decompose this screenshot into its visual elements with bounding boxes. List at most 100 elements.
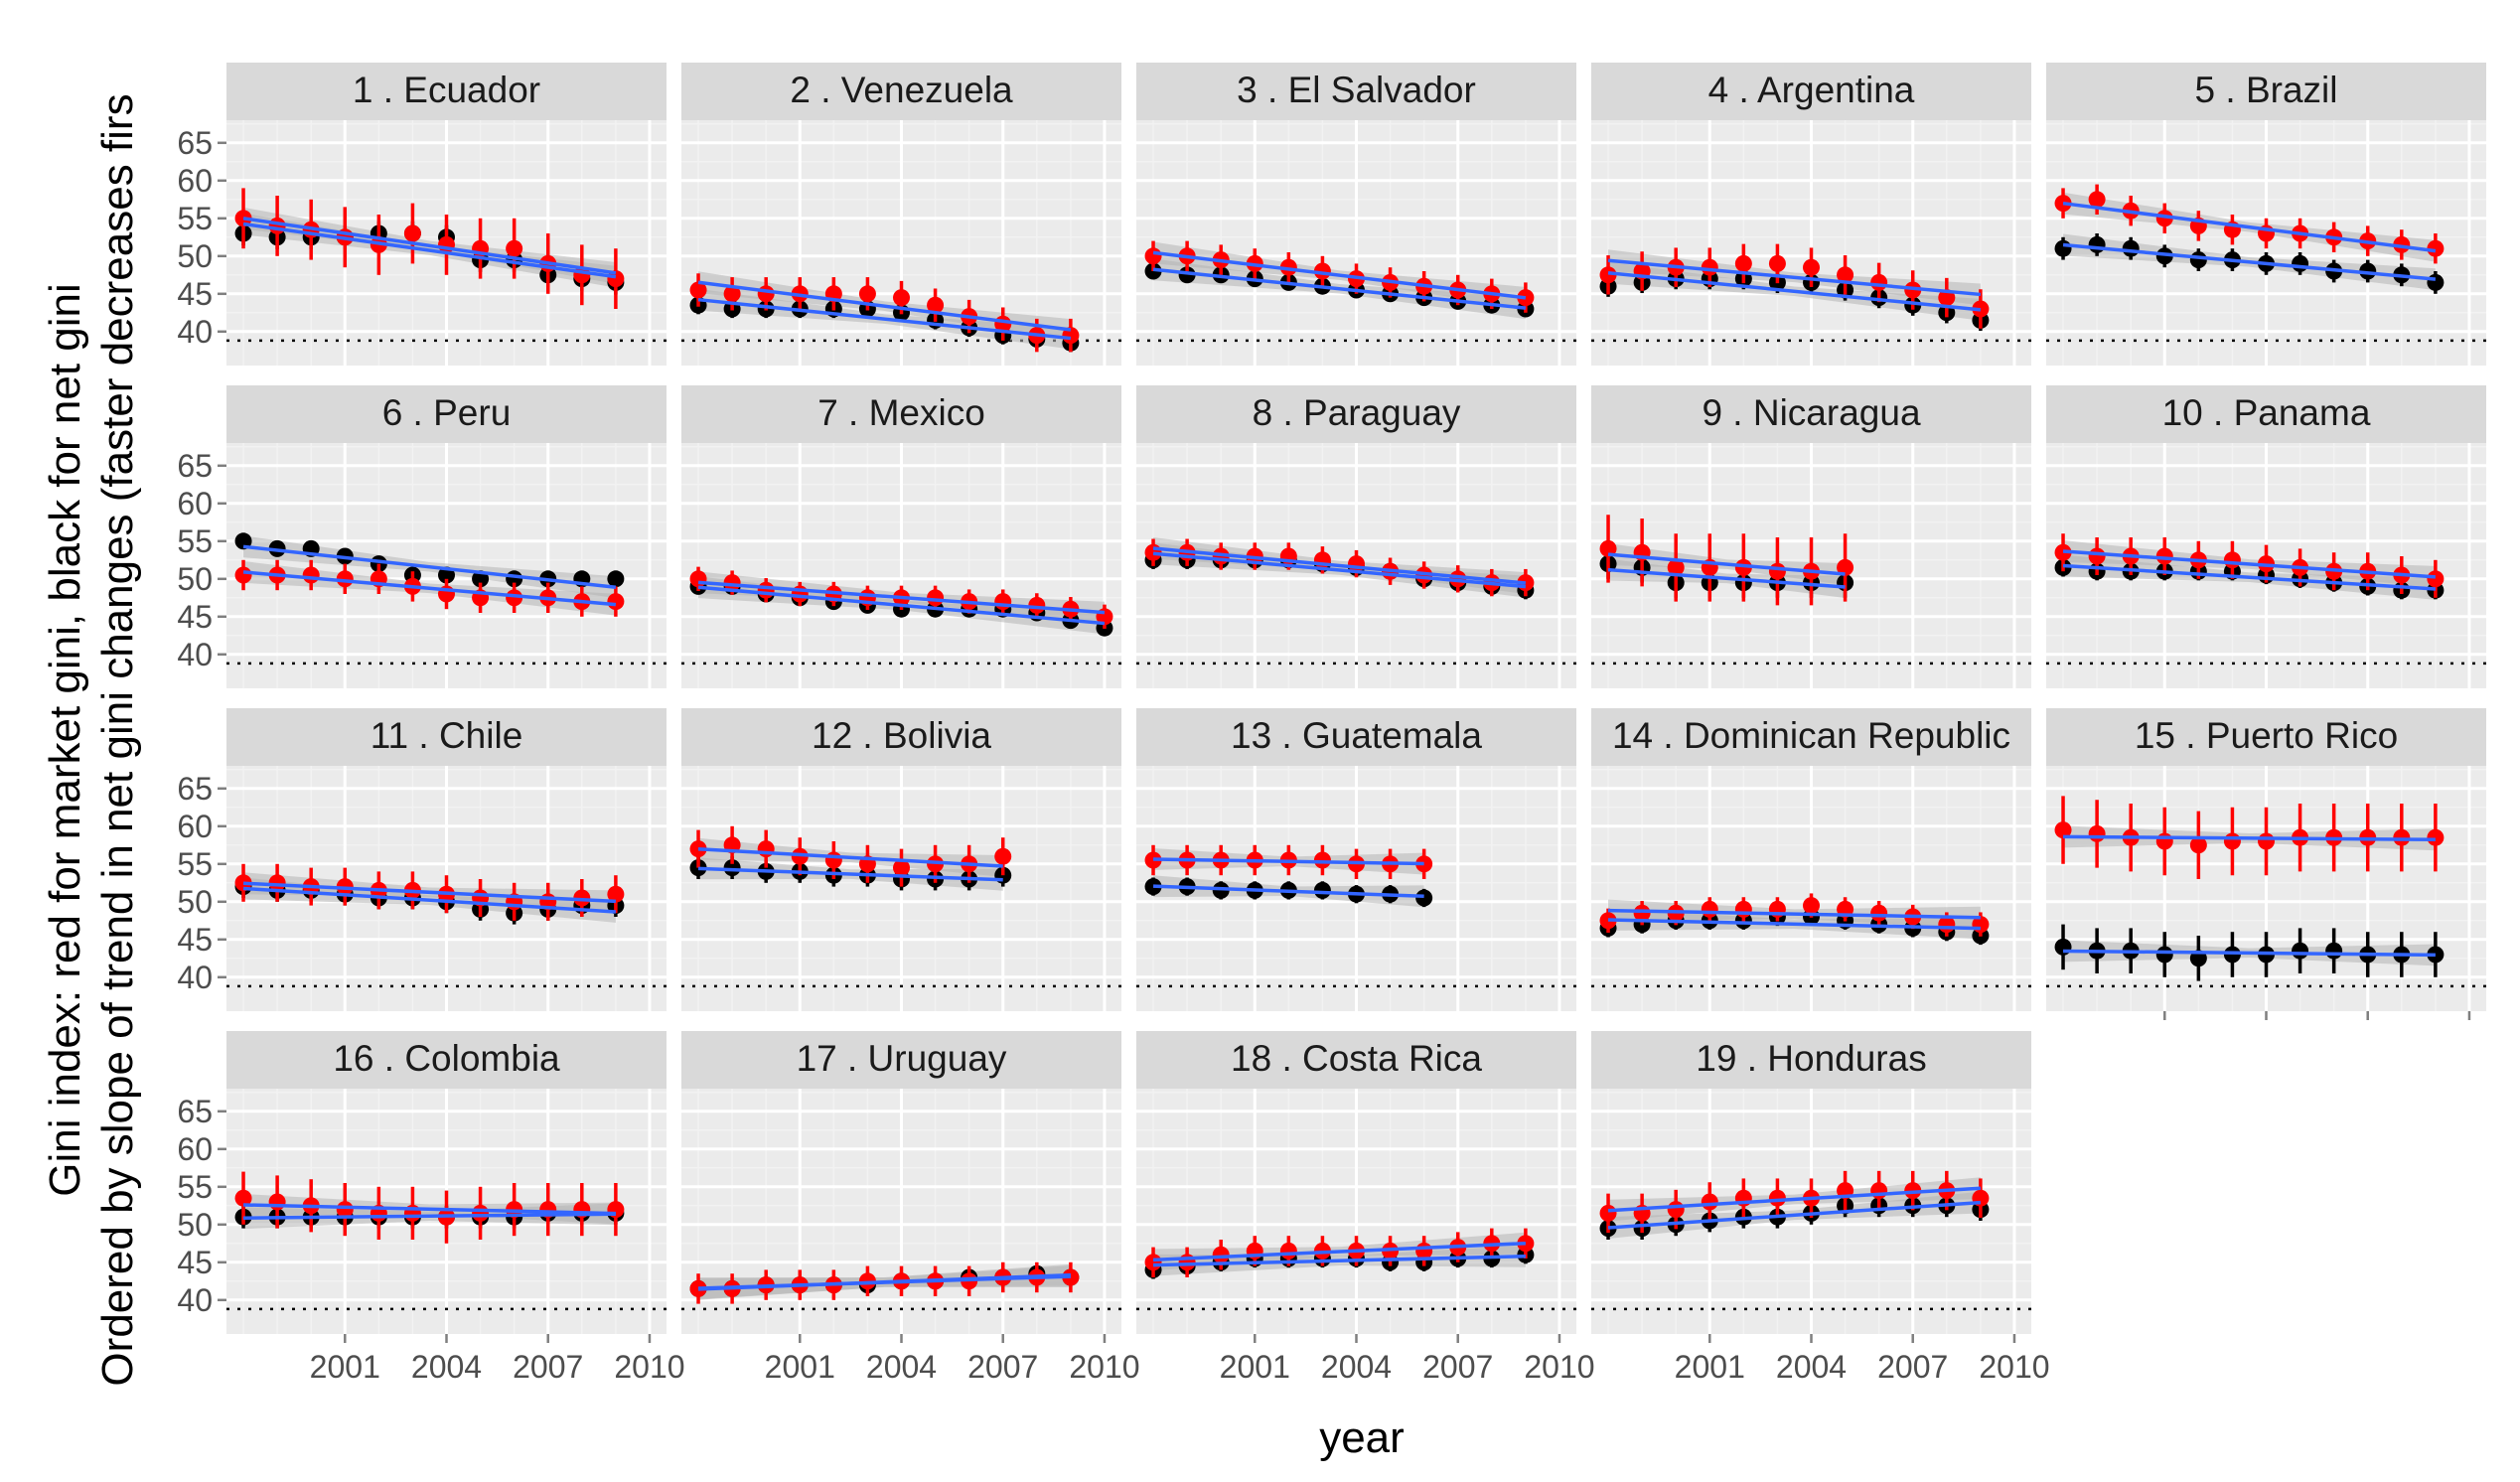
x-tick-label: 2007 bbox=[967, 1349, 1038, 1385]
facet-title: 16 . Colombia bbox=[333, 1038, 560, 1079]
facet-title: 8 . Paraguay bbox=[1253, 392, 1461, 433]
net-trend-line bbox=[697, 866, 1003, 882]
y-tick-label: 45 bbox=[177, 922, 213, 958]
net-trend-line bbox=[2062, 563, 2436, 591]
facet-strip bbox=[1591, 708, 2031, 766]
net-trend-line bbox=[243, 1212, 616, 1220]
y-tick-label: 40 bbox=[177, 637, 213, 672]
market-trend-line bbox=[1607, 1186, 1981, 1213]
market-gini-point bbox=[2258, 832, 2275, 850]
facet-title: 12 . Bolivia bbox=[812, 715, 991, 756]
facet-panel: 19 . Honduras 2001 2004 2007 2010 bbox=[1591, 1031, 2050, 1385]
market-gini-point bbox=[1734, 900, 1752, 918]
market-trend-line bbox=[242, 570, 617, 607]
market-trend-line bbox=[242, 1203, 616, 1216]
market-gini-point bbox=[1837, 266, 1854, 284]
market-trend-line bbox=[1608, 908, 1981, 920]
market-gini-point bbox=[689, 570, 707, 588]
facet-panel: 2 . Venezuela bbox=[681, 63, 1121, 366]
facet-strip bbox=[2046, 385, 2486, 443]
market-gini-point bbox=[1837, 558, 1854, 576]
market-gini-point bbox=[1734, 558, 1752, 576]
market-gini-point bbox=[2054, 821, 2072, 839]
market-gini-point bbox=[757, 285, 775, 303]
x-axis-label: year bbox=[1319, 1413, 1405, 1462]
market-gini-point bbox=[1667, 1201, 1685, 1219]
facet-strip bbox=[1136, 385, 1576, 443]
market-trend-line bbox=[2063, 834, 2436, 842]
facet-panel: 18 . Costa Rica 2001 2004 2007 2010 bbox=[1136, 1031, 1595, 1385]
y-tick-label: 50 bbox=[177, 884, 213, 920]
market-gini-point bbox=[893, 289, 910, 307]
facet-panel: 9 . Nicaragua bbox=[1591, 385, 2031, 688]
net-gini-point bbox=[2325, 942, 2343, 960]
x-tick-label: 2001 bbox=[765, 1349, 835, 1385]
y-axis-label-line-1: Gini index: red for market gini, black f… bbox=[41, 283, 89, 1197]
market-gini-point bbox=[607, 885, 625, 903]
facet-strip bbox=[1591, 385, 2031, 443]
market-gini-point bbox=[994, 593, 1012, 611]
y-tick-label: 65 bbox=[177, 771, 213, 807]
net-gini-point bbox=[2054, 938, 2072, 956]
net-gini-point bbox=[1415, 889, 1433, 907]
market-gini-point bbox=[2427, 828, 2445, 846]
x-tick-label: 2001 bbox=[310, 1349, 380, 1385]
x-tick-label: 2010 bbox=[1979, 1349, 2049, 1385]
y-tick-label: 55 bbox=[177, 1169, 213, 1205]
y-axis-label-line-2: Ordered by slope of trend in net gini ch… bbox=[93, 93, 142, 1386]
facet-panel: 17 . Uruguay 2001 2004 2007 2010 bbox=[681, 1031, 1140, 1385]
y-tick-label: 50 bbox=[177, 561, 213, 597]
market-gini-point bbox=[2088, 191, 2106, 209]
net-gini-point bbox=[2054, 239, 2072, 257]
y-tick-label: 50 bbox=[177, 1207, 213, 1243]
facet-strip bbox=[681, 63, 1121, 120]
facet-strip bbox=[1136, 708, 1576, 766]
x-tick-label: 2001 bbox=[1220, 1349, 1290, 1385]
facet-title: 13 . Guatemala bbox=[1231, 715, 1482, 756]
market-gini-point bbox=[689, 281, 707, 299]
net-trend-line bbox=[697, 297, 1072, 341]
market-trend-line bbox=[2062, 549, 2437, 579]
market-gini-point bbox=[927, 296, 945, 314]
net-trend-line bbox=[1152, 1255, 1526, 1267]
facet-title: 15 . Puerto Rico bbox=[2135, 715, 2398, 756]
facet-title: 19 . Honduras bbox=[1696, 1038, 1926, 1079]
net-trend-line bbox=[242, 544, 617, 589]
net-trend-line bbox=[242, 886, 616, 914]
net-trend-line bbox=[1152, 551, 1527, 589]
market-gini-point bbox=[472, 1204, 490, 1222]
market-gini-point bbox=[1870, 273, 1888, 291]
market-gini-point bbox=[506, 239, 523, 257]
market-gini-point bbox=[1904, 281, 1922, 299]
market-gini-point bbox=[2155, 547, 2173, 565]
y-tick-label: 40 bbox=[177, 314, 213, 350]
facet-strip bbox=[681, 1031, 1121, 1089]
market-gini-point bbox=[607, 593, 625, 611]
market-gini-point bbox=[1313, 851, 1331, 869]
facet-strip bbox=[1591, 63, 2031, 120]
net-gini-point bbox=[2292, 254, 2309, 272]
market-gini-point bbox=[1028, 596, 1046, 614]
market-gini-point bbox=[689, 840, 707, 858]
market-gini-point bbox=[1803, 897, 1820, 915]
market-gini-point bbox=[234, 566, 252, 584]
facet-title: 18 . Costa Rica bbox=[1231, 1038, 1482, 1079]
facet-title: 17 . Uruguay bbox=[797, 1038, 1007, 1079]
net-trend-line bbox=[1607, 567, 1846, 589]
market-trend-line bbox=[1607, 552, 1846, 576]
market-gini-point bbox=[336, 570, 354, 588]
market-gini-point bbox=[2427, 570, 2445, 588]
market-gini-point bbox=[268, 1193, 286, 1211]
net-trend-line bbox=[1152, 267, 1527, 310]
market-gini-point bbox=[2393, 235, 2411, 253]
market-gini-point bbox=[336, 1201, 354, 1219]
net-gini-point bbox=[2427, 273, 2445, 291]
market-gini-point bbox=[1701, 258, 1718, 276]
facet-strip bbox=[1591, 1031, 2031, 1089]
y-tick-label: 40 bbox=[177, 960, 213, 995]
x-tick-label: 2010 bbox=[1069, 1349, 1139, 1385]
net-gini-point bbox=[723, 859, 741, 877]
market-gini-point bbox=[2088, 547, 2106, 565]
